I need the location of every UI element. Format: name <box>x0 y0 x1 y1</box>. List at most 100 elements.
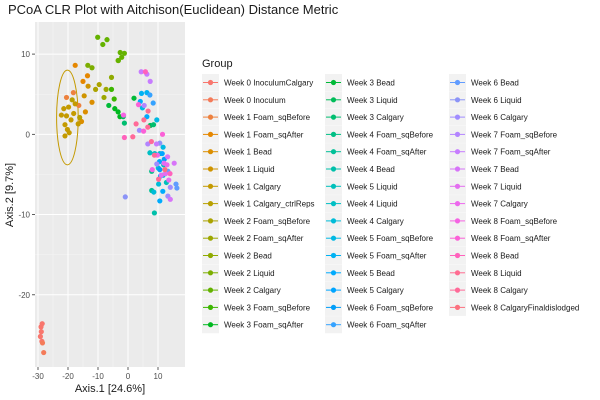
legend-label: Week 5 Foam_sqBefore <box>347 234 434 243</box>
data-point <box>166 177 172 183</box>
legend-label: Week 1 Calgary_ctrlReps <box>224 200 315 209</box>
data-point <box>162 171 169 177</box>
legend-entry: Week 7 Foam_sqBefore <box>449 125 558 143</box>
data-point <box>121 134 127 141</box>
y-axis-title: Axis.2 [9.7%] <box>4 163 16 227</box>
data-point <box>159 131 166 137</box>
legend-entry: Week 2 Foam_sqBefore <box>202 212 311 230</box>
data-point <box>80 78 86 84</box>
data-point <box>93 86 99 92</box>
legend-key-point <box>454 149 461 155</box>
data-point <box>147 150 153 156</box>
chart-title: PCoA CLR Plot with Aitchison(Euclidean) … <box>8 2 339 17</box>
data-point <box>148 138 154 145</box>
legend-entry: Week 1 Bead <box>202 143 272 161</box>
legend-label: Week 2 Bead <box>224 252 272 261</box>
data-point <box>111 96 117 102</box>
legend-entry: Week 8 Foam_sqBefore <box>449 212 558 230</box>
legend-label: Week 0 Inoculum <box>224 96 286 105</box>
legend-label: Week 6 Foam_sqBefore <box>347 303 434 312</box>
y-tick-label: -10 <box>18 211 30 220</box>
x-tick-labels: -30 -20 -10 0 10 <box>32 367 163 381</box>
legend-label: Week 1 Calgary <box>224 182 281 191</box>
legend-key-point <box>207 114 214 120</box>
data-point <box>135 102 142 108</box>
legend-entry: Week 7 Foam_sqAfter <box>449 143 551 161</box>
data-point <box>153 141 160 147</box>
legend-label: Week 6 Calgary <box>471 113 528 122</box>
legend-key-point <box>207 131 214 137</box>
data-point <box>174 185 180 191</box>
data-point <box>37 333 44 340</box>
data-point <box>38 329 44 335</box>
legend-label: Week 4 Calgary <box>347 217 404 226</box>
legend-key-point <box>330 131 337 137</box>
data-point <box>117 49 123 56</box>
legend-label: Week 8 Bead <box>471 252 519 261</box>
legend-key-point <box>207 97 214 103</box>
legend-label: Week 3 Bead <box>347 79 395 88</box>
data-point <box>62 133 68 139</box>
legend-entry: Week 7 Liquid <box>449 177 522 195</box>
legend-key-point <box>454 97 461 103</box>
legend-entry: Week 7 Bead <box>449 160 519 178</box>
data-point <box>69 97 75 103</box>
legend-key-point <box>454 304 461 310</box>
legend-entry: Week 8 Liquid <box>449 264 522 282</box>
data-point <box>141 128 147 134</box>
data-point <box>130 134 136 140</box>
data-point <box>154 117 160 123</box>
legend-key-point <box>330 218 337 224</box>
x-axis-title: Axis.1 [24.6%] <box>75 383 145 395</box>
legend-label: Week 0 InoculumCalgary <box>224 79 313 88</box>
legend-entry: Week 4 Bead <box>325 160 395 178</box>
x-tick-label: -10 <box>92 372 104 381</box>
legend-key-point <box>207 270 214 276</box>
legend-key-point <box>207 218 214 224</box>
data-point <box>138 90 145 97</box>
legend-entry: Week 1 Liquid <box>202 160 275 178</box>
data-point <box>136 127 142 133</box>
legend-key-point <box>207 235 214 241</box>
legend-entry: Week 4 Liquid <box>325 195 398 213</box>
major-gridlines <box>35 22 185 367</box>
legend-entry: Week 5 Foam_sqAfter <box>325 247 427 264</box>
data-point <box>89 65 95 71</box>
legend-entry: Week 3 Bead <box>325 74 395 91</box>
data-point <box>167 171 173 177</box>
data-point <box>151 152 157 158</box>
data-point <box>103 86 109 92</box>
legend-entry: Week 5 Foam_sqBefore <box>325 229 434 247</box>
legend-entry: Week 3 Foam_sqAfter <box>202 316 304 334</box>
legend-key-point <box>454 218 461 224</box>
legend-entry: Week 8 Calgary <box>449 281 528 299</box>
legend-entry: Week 2 Calgary <box>202 281 281 299</box>
legend-key-point <box>207 183 214 189</box>
legend-entry: Week 4 Foam_sqBefore <box>325 125 434 143</box>
legend-entry: Week 8 Bead <box>449 247 519 264</box>
data-point <box>108 74 115 80</box>
data-point <box>84 73 91 79</box>
legend-title: Group <box>202 58 233 70</box>
legend-key-point <box>454 183 461 189</box>
legend-label: Week 8 Liquid <box>471 269 522 278</box>
legend-entry: Week 3 Foam_sqBefore <box>202 298 311 316</box>
legend-label: Week 8 Foam_sqAfter <box>471 234 551 243</box>
legend: Group Week 0 InoculumCalgary Week 0 Inocu… <box>202 58 579 334</box>
legend-entry: Week 4 Foam_sqAfter <box>325 143 427 161</box>
legend-label: Week 8 Calgary <box>471 286 528 295</box>
data-point <box>145 124 151 130</box>
legend-label: Week 8 Foam_sqBefore <box>471 217 558 226</box>
legend-key-point <box>330 166 337 172</box>
data-point <box>151 189 157 195</box>
legend-key-point <box>330 183 337 189</box>
data-point <box>61 106 67 112</box>
data-point <box>82 109 88 115</box>
data-point <box>150 122 157 128</box>
legend-label: Week 5 Liquid <box>347 182 398 191</box>
legend-label: Week 4 Foam_sqBefore <box>347 130 434 139</box>
legend-label: Week 2 Foam_sqAfter <box>224 234 304 243</box>
data-point <box>115 57 121 64</box>
data-point <box>112 106 118 112</box>
legend-key-point <box>330 149 337 155</box>
